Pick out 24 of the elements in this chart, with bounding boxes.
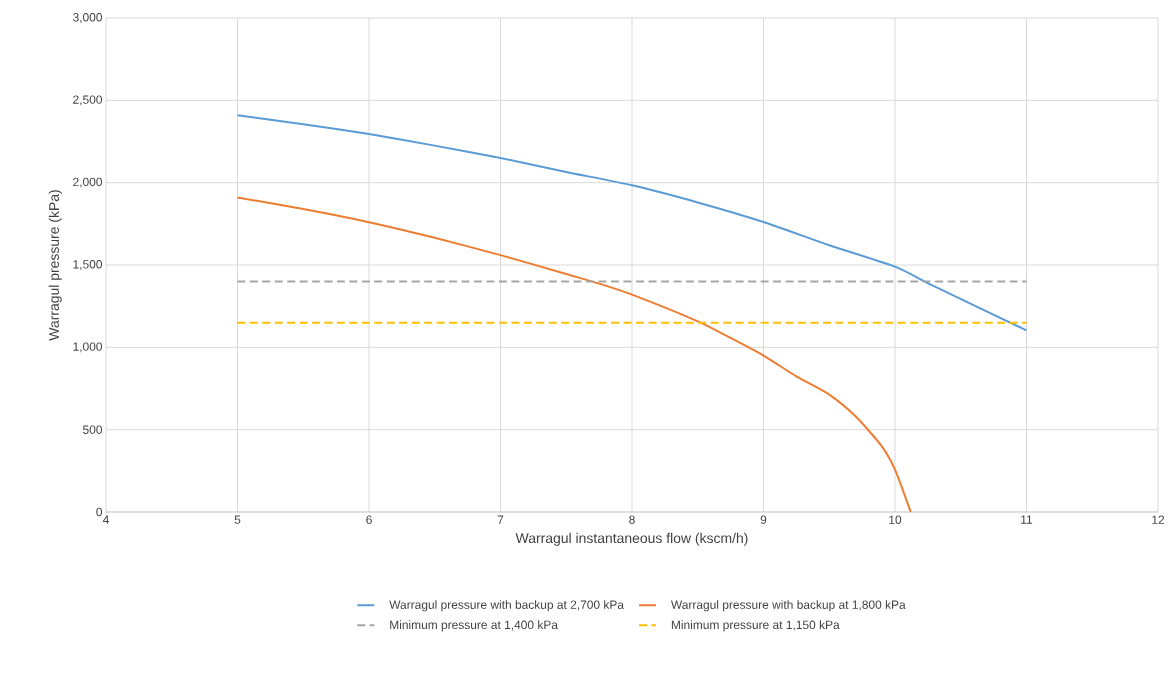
x-tick-label: 5 <box>234 515 241 524</box>
x-tick-label: 12 <box>1152 515 1165 524</box>
y-tick-label: 3,000 <box>73 13 103 23</box>
line-series <box>236 114 1028 332</box>
y-tick-label: 0 <box>96 507 103 517</box>
legend-label: Warragul pressure with backup at 1,800 kPa <box>670 600 906 612</box>
y-tick-label: 2,500 <box>73 95 103 106</box>
x-tick-label: 10 <box>889 515 902 524</box>
line-series <box>236 196 912 512</box>
x-axis-title: Warragul instantaneous flow (kscm/h) <box>515 532 748 546</box>
y-tick-label: 2,000 <box>73 177 103 188</box>
x-tick-label: 11 <box>1021 515 1033 524</box>
y-tick-label: 1,000 <box>73 342 103 353</box>
x-tick-label: 8 <box>629 515 635 524</box>
x-tick-label: 7 <box>497 515 504 524</box>
y-tick-label: 500 <box>83 425 103 434</box>
x-tick-label: 9 <box>760 515 767 524</box>
x-tick-label: 6 <box>366 515 372 524</box>
y-tick-label: 1,500 <box>73 260 103 270</box>
x-tick-label: 4 <box>102 515 109 524</box>
y-axis-title: Warragul pressure (kPa) <box>48 190 62 341</box>
legend-label: Warragul pressure with backup at 2,700 kPa <box>389 600 624 612</box>
legend-label: Minimum pressure at 1,400 kPa <box>390 620 558 632</box>
legend-label: Minimum pressure at 1,150 kPa <box>671 620 840 632</box>
